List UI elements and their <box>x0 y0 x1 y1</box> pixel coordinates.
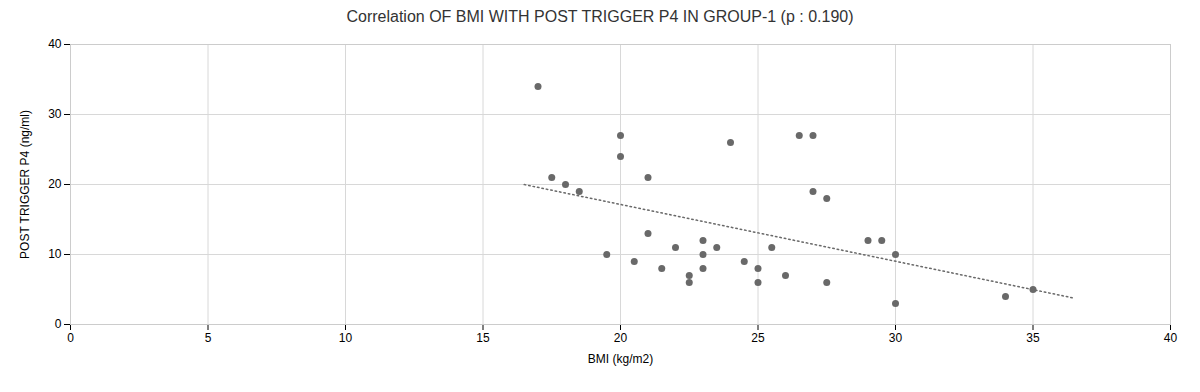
html-text:Correlation OF BMI WITH POST T: Correlation OF BMI WITH POST TRIGGER P4 … <box>346 8 854 25</box>
svg-text:BMI (kg/m2): BMI (kg/m2) <box>588 352 653 366</box>
svg-text:25: 25 <box>751 331 765 345</box>
svg-text:10: 10 <box>339 331 353 345</box>
svg-text:0: 0 <box>55 317 62 331</box>
svg-text:20: 20 <box>48 177 62 191</box>
svg-text:POST TRIGGER P4 (ng/ml): POST TRIGGER P4 (ng/ml) <box>18 110 32 259</box>
svg-text:40: 40 <box>48 37 62 51</box>
svg-text:20: 20 <box>614 331 628 345</box>
svg-text:0: 0 <box>67 331 74 345</box>
svg-text:10: 10 <box>48 247 62 261</box>
svg-text:30: 30 <box>48 107 62 121</box>
svg-text:40: 40 <box>1164 331 1178 345</box>
svg-text:35: 35 <box>1026 331 1040 345</box>
svg-text:15: 15 <box>476 331 490 345</box>
svg-text:30: 30 <box>889 331 903 345</box>
svg-text:5: 5 <box>205 331 212 345</box>
